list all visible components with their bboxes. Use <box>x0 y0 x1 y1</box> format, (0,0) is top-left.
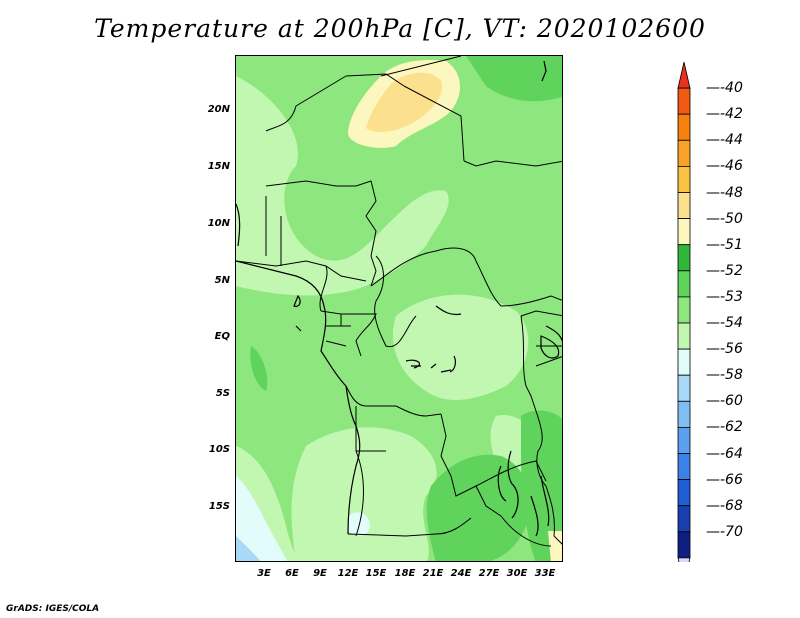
fill-region-warm-inner <box>366 72 442 132</box>
colorbar-label: —-44 <box>706 132 743 149</box>
lon-tick-label: 33E <box>534 568 556 579</box>
colorbar-label: —-40 <box>706 80 743 97</box>
lat-tick-label: EQ <box>214 331 230 342</box>
colorbar-label: —-62 <box>706 419 743 436</box>
fill-region-light-north <box>236 76 449 296</box>
colorbar-label: —-70 <box>706 523 743 540</box>
lon-tick-label: 12E <box>337 568 359 579</box>
colorbar-segment <box>677 374 691 402</box>
grads-credit: GrADS: IGES/COLA <box>6 604 100 614</box>
colorbar-segment <box>677 166 691 193</box>
coastlines <box>236 60 562 537</box>
colorbar-segment <box>677 348 691 376</box>
lon-tick-label: 24E <box>450 568 472 579</box>
colorbar-segment <box>677 479 691 507</box>
colorbar-label: —-42 <box>706 106 743 123</box>
lat-tick-label: 15S <box>208 501 230 512</box>
colorbar-label: —-53 <box>706 288 743 305</box>
colorbar-segment <box>677 139 691 167</box>
lon-tick-label: 3E <box>257 568 271 579</box>
lon-tick-label: 30E <box>506 568 528 579</box>
fill-region-cold-sw-inner <box>236 536 261 561</box>
lon-tick-label: 6E <box>285 568 299 579</box>
colorbar-label: —-56 <box>706 341 743 358</box>
map-plot-area <box>235 55 563 562</box>
colorbar-segment <box>677 453 691 481</box>
colorbar-segment <box>677 218 691 246</box>
lat-tick-label: 5S <box>215 388 230 399</box>
colorbar-segment <box>677 192 691 220</box>
lat-tick-label: 20N <box>207 104 230 115</box>
lat-tick-label: 10N <box>207 218 230 229</box>
lon-tick-label: 18E <box>394 568 416 579</box>
map-title: Temperature at 200hPa [C], VT: 202010260… <box>94 14 706 43</box>
colorbar-label: —-60 <box>706 393 743 410</box>
colorbar <box>677 62 691 562</box>
lat-tick-label: 15N <box>207 161 230 172</box>
colorbar-label: —-48 <box>706 184 743 201</box>
fill-region-cold-sw <box>236 476 288 561</box>
colorbar-segment <box>677 400 691 428</box>
lon-tick-label: 9E <box>313 568 327 579</box>
colorbar-label: —-66 <box>706 471 743 488</box>
fill-region-dark-northeast <box>466 56 562 102</box>
lon-tick-label: 27E <box>478 568 500 579</box>
colorbar-segment <box>677 505 691 533</box>
colorbar-label: —-50 <box>706 210 743 227</box>
colorbar-label: —-46 <box>706 158 743 175</box>
colorbar-segment <box>677 322 691 350</box>
fill-region-light-center <box>392 294 529 401</box>
colorbar-label: —-58 <box>706 367 743 384</box>
fill-region-warm-southeast <box>548 531 562 561</box>
lon-tick-label: 15E <box>365 568 387 579</box>
colorbar-segment <box>677 244 691 272</box>
colorbar-segment <box>677 557 691 562</box>
fill-region-dark-west <box>250 346 268 391</box>
lat-tick-label: 5N <box>214 275 230 286</box>
lon-tick-label: 21E <box>422 568 444 579</box>
colorbar-segment <box>677 87 691 115</box>
colorbar-label: —-54 <box>706 315 743 331</box>
fill-region-dark-east <box>521 410 562 561</box>
country-borders <box>236 56 562 547</box>
colorbar-label: —-52 <box>706 262 743 279</box>
lat-tick-label: 10S <box>208 444 230 455</box>
colorbar-segment <box>677 531 691 559</box>
colorbar-label: —-51 <box>706 236 743 253</box>
colorbar-segment <box>677 270 691 298</box>
colorbar-segment <box>677 113 691 141</box>
colorbar-segment <box>677 296 691 324</box>
colorbar-label: —-64 <box>706 445 743 462</box>
colorbar-segment <box>677 62 691 89</box>
colorbar-label: —-68 <box>706 497 743 514</box>
colorbar-segment <box>677 426 691 454</box>
